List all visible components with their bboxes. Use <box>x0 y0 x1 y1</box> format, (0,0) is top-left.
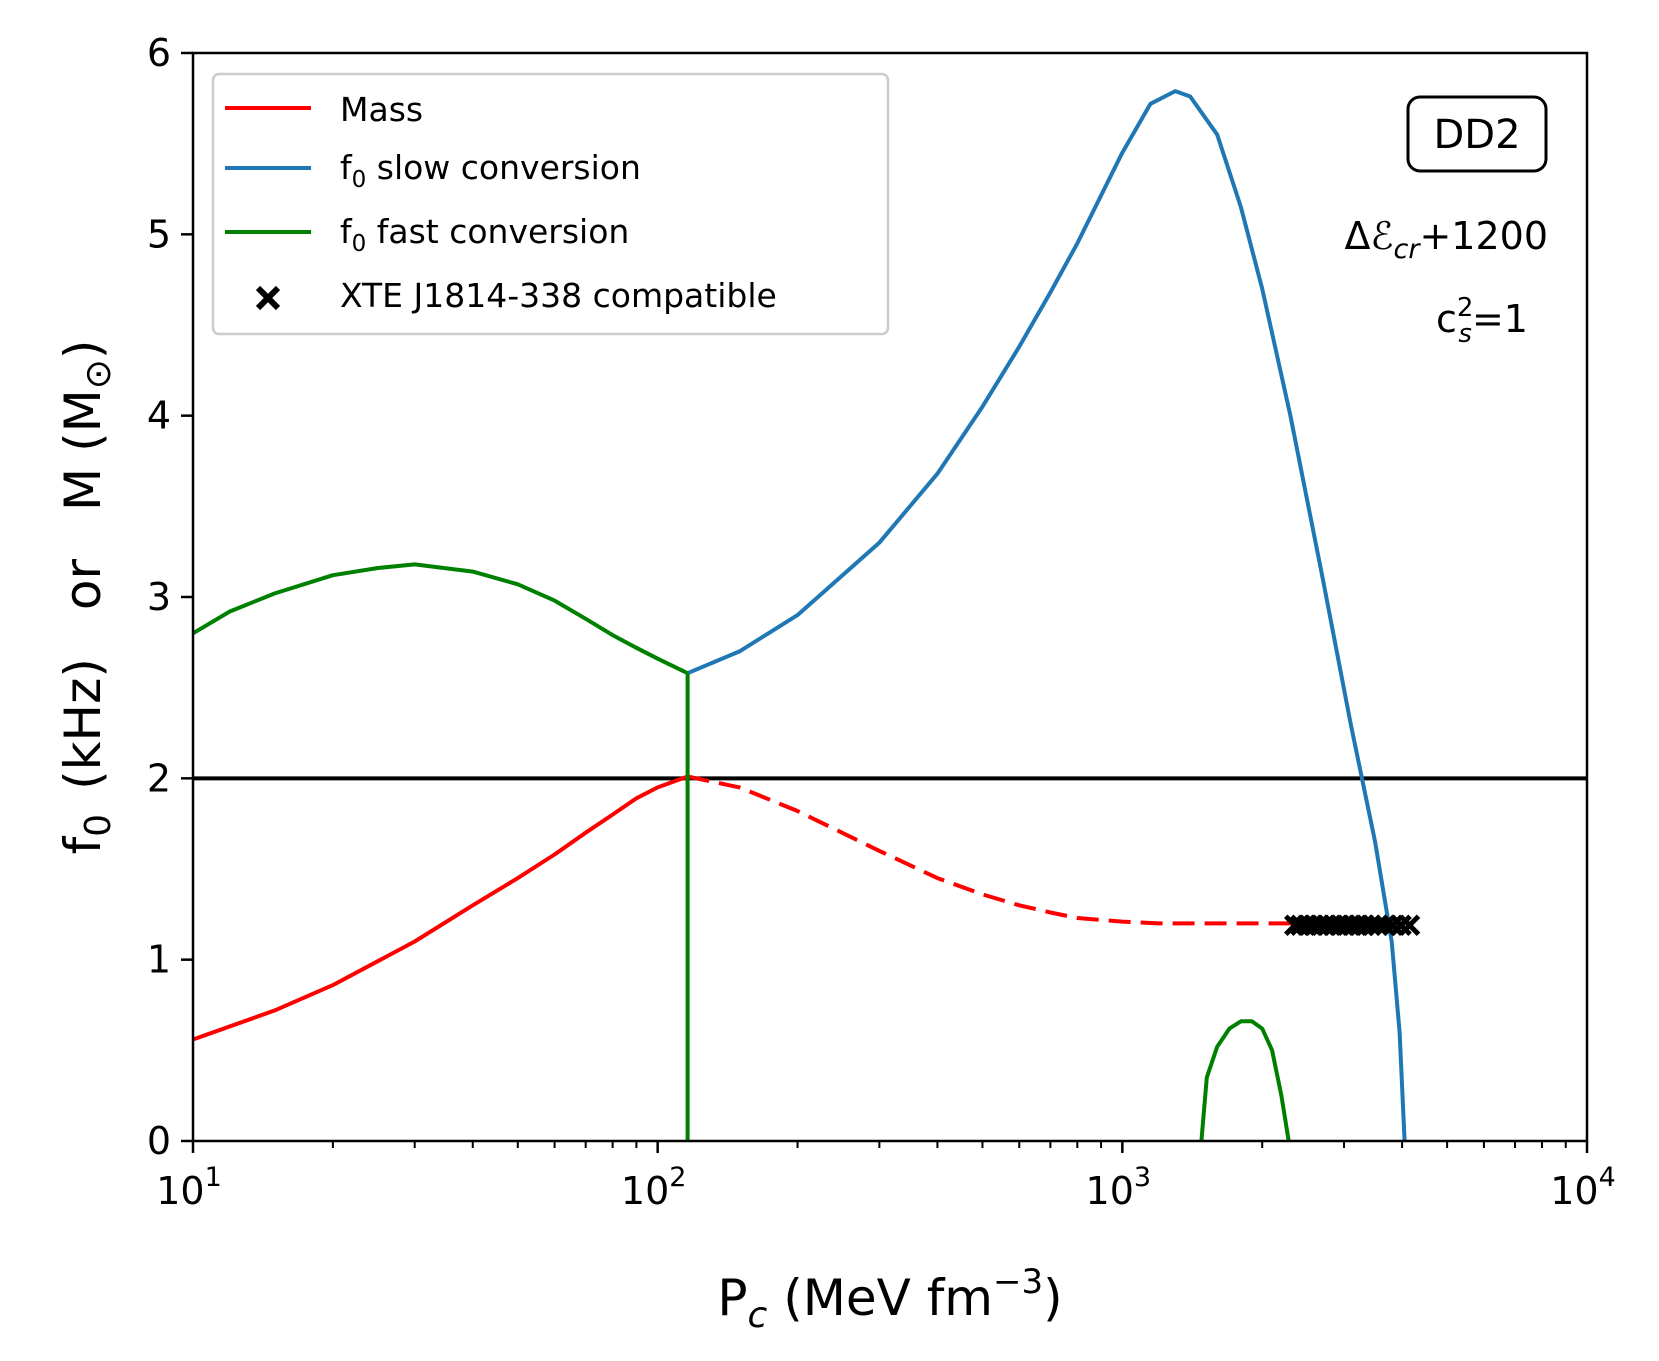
y-tick-label-1: 1 <box>147 938 171 982</box>
y-axis-label: f0(kHz)orM (M⊙) <box>54 340 119 855</box>
eos-label-box <box>1406 95 1548 173</box>
series-line-0 <box>192 774 689 1042</box>
delta-eps-annotation: Δℰcr+1200 <box>1344 214 1548 265</box>
y-tick-label-2: 2 <box>147 756 171 800</box>
series-line-3 <box>191 562 689 675</box>
legend-label-xte: XTE J1814-338 compatible <box>340 276 777 315</box>
cs2-annotation: c2 s=1 <box>1436 293 1528 349</box>
x-tick-label-0: 101 <box>156 1162 222 1213</box>
legend: Mass f0 slow conversion f0 fast conversi… <box>211 72 890 336</box>
legend-label-fast: f0 fast conversion <box>340 212 629 257</box>
legend-label-slow: f0 slow conversion <box>340 148 641 193</box>
x-tick-label-1: 102 <box>621 1162 687 1213</box>
x-axis: 101 102 103 104 <box>156 1141 1616 1213</box>
xte-marker-14 <box>1374 914 1397 936</box>
y-axis: 0 1 2 3 4 5 6 <box>147 31 193 1163</box>
x-tick-label-2: 103 <box>1086 1162 1152 1213</box>
y-tick-label-0: 0 <box>147 1119 171 1163</box>
eos-label: DD2 <box>1433 112 1520 158</box>
x-tick-label-3: 104 <box>1550 1162 1616 1213</box>
xte-marker-17 <box>1398 914 1421 936</box>
series-line-2 <box>686 89 1407 1142</box>
legend-box <box>211 72 890 336</box>
y-tick-label-5: 5 <box>147 212 171 256</box>
y-tick-label-3: 3 <box>147 575 171 619</box>
xte-marker-group <box>1283 914 1421 936</box>
series-line-5 <box>1199 1019 1291 1142</box>
legend-label-mass: Mass <box>340 90 423 129</box>
x-axis-label: Pc (MeV fm−3) <box>717 1262 1062 1336</box>
y-tick-label-4: 4 <box>147 394 171 438</box>
y-tick-label-6: 6 <box>147 31 171 75</box>
legend-swatch-xte <box>255 285 281 311</box>
xte-marker-15 <box>1382 914 1404 936</box>
xte-marker-16 <box>1390 914 1412 936</box>
annotations: DD2 Δℰcr+1200 c2 s=1 <box>1344 95 1548 349</box>
